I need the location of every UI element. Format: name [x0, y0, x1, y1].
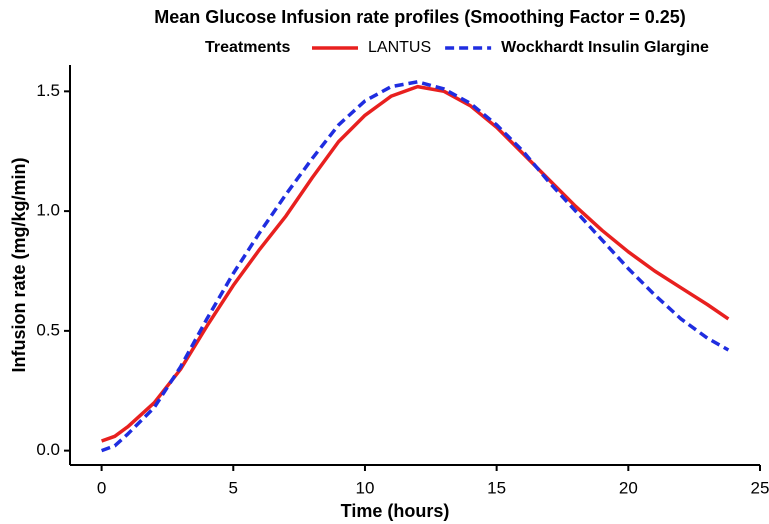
legend-title: Treatments	[205, 39, 290, 56]
x-tick-label: 5	[229, 478, 238, 497]
y-tick-label: 1.5	[36, 81, 60, 100]
chart-title: Mean Glucose Infusion rate profiles (Smo…	[154, 7, 686, 27]
legend-label: Wockhardt Insulin Glargine	[501, 39, 709, 56]
x-tick-label: 10	[356, 478, 375, 497]
series-line	[101, 84, 730, 443]
x-tick-label: 25	[751, 478, 769, 497]
x-tick-label: 20	[619, 478, 638, 497]
x-tick-label: 0	[97, 478, 106, 497]
y-tick-label: 1.0	[36, 201, 60, 220]
x-axis-label: Time (hours)	[341, 501, 450, 521]
y-tick-label: 0.5	[36, 320, 60, 339]
y-axis-label: Infusion rate (mg/kg/min)	[9, 157, 29, 372]
series-line	[101, 80, 730, 453]
x-tick-label: 15	[487, 478, 506, 497]
y-tick-label: 0.0	[36, 440, 60, 459]
legend-label: LANTUS	[368, 39, 431, 56]
